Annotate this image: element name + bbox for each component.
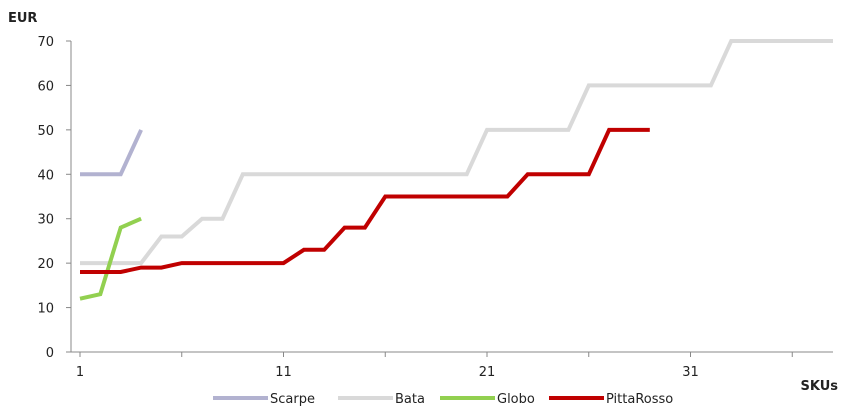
legend-label-globo: Globo xyxy=(497,392,535,407)
series-line-globo xyxy=(79,216,142,301)
legend-label-scarpe: Scarpe xyxy=(270,392,315,407)
y-tick-label: 50 xyxy=(37,124,54,139)
legend: Scarpe Bata Globo PittaRosso xyxy=(213,392,673,407)
y-tick-label: 10 xyxy=(37,302,54,317)
x-tick-label: 1 xyxy=(76,365,84,380)
legend-label-bata: Bata xyxy=(395,392,425,407)
x-tick-label: 31 xyxy=(682,365,699,380)
legend-label-pittarosso: PittaRosso xyxy=(606,392,673,407)
y-tick-label: 0 xyxy=(46,346,54,361)
x-tick-label: 11 xyxy=(275,365,292,380)
y-tick-label: 40 xyxy=(37,168,54,183)
series-line-bata xyxy=(80,39,833,266)
y-tick-label: 70 xyxy=(37,35,54,50)
x-tick-label: 21 xyxy=(479,365,496,380)
x-axis-title: SKUs xyxy=(800,379,838,394)
y-tick-label: 20 xyxy=(37,257,54,272)
series-layer xyxy=(79,39,833,301)
series-line-pittarosso xyxy=(80,127,650,274)
y-axis-title: EUR xyxy=(8,11,37,26)
y-tick-label: 30 xyxy=(37,213,54,228)
y-tick-label: 60 xyxy=(37,79,54,94)
series-line-scarpe xyxy=(80,129,143,177)
